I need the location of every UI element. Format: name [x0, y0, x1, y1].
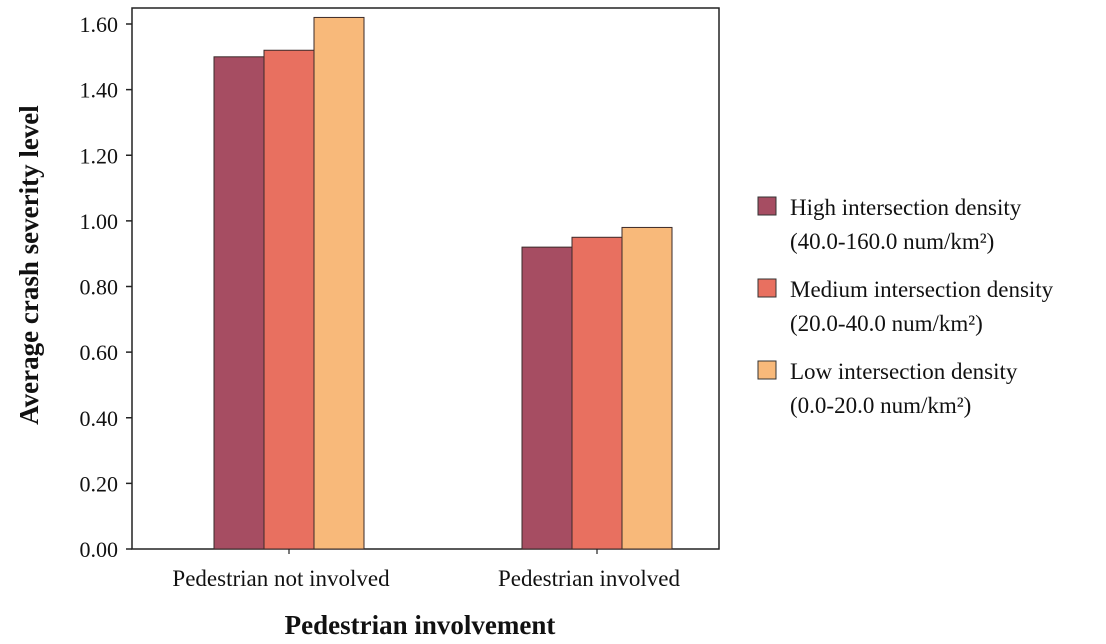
bar-medium-density: [263, 49, 315, 550]
bar-high-density: [521, 246, 573, 550]
y-tick-label: 1.00: [80, 209, 119, 234]
bar-low-density: [621, 226, 673, 550]
legend-swatch: [757, 360, 777, 380]
y-tick-label: 0.60: [80, 340, 119, 365]
legend-sublabel: (40.0-160.0 num/km²): [790, 229, 994, 254]
bars: [213, 16, 673, 554]
y-tick-label: 1.40: [80, 78, 119, 103]
legend-label: Low intersection density: [790, 359, 1018, 384]
x-axis-labels: Pedestrian not involved Pedestrian involv…: [172, 566, 680, 591]
bar-medium-density: [571, 236, 623, 550]
y-tick-label: 1.60: [80, 12, 119, 37]
y-axis-ticks: 0.00 0.20 0.40 0.60 0.80 1.00 1.20 1.40 1.60: [80, 12, 132, 562]
x-category-label: Pedestrian involved: [498, 566, 681, 591]
y-tick-label: 0.20: [80, 471, 119, 496]
legend-swatch: [757, 196, 777, 216]
x-axis-title: Pedestrian involvement: [285, 610, 556, 640]
y-tick-label: 0.00: [80, 537, 119, 562]
y-tick-label: 1.20: [80, 143, 119, 168]
x-category-label: Pedestrian not involved: [172, 566, 390, 591]
plot-frame: [131, 7, 720, 550]
bar-low-density: [313, 16, 365, 550]
legend-label: High intersection density: [790, 195, 1022, 220]
legend-swatch: [757, 278, 777, 298]
y-axis-title: Average crash severity level: [14, 105, 44, 425]
legend: High intersection density (40.0-160.0 num…: [757, 195, 1054, 418]
bar-high-density: [213, 56, 265, 550]
y-tick-label: 0.80: [80, 275, 119, 300]
legend-label: Medium intersection density: [790, 277, 1054, 302]
legend-sublabel: (0.0-20.0 num/km²): [790, 393, 971, 418]
legend-sublabel: (20.0-40.0 num/km²): [790, 311, 983, 336]
y-tick-label: 0.40: [80, 406, 119, 431]
